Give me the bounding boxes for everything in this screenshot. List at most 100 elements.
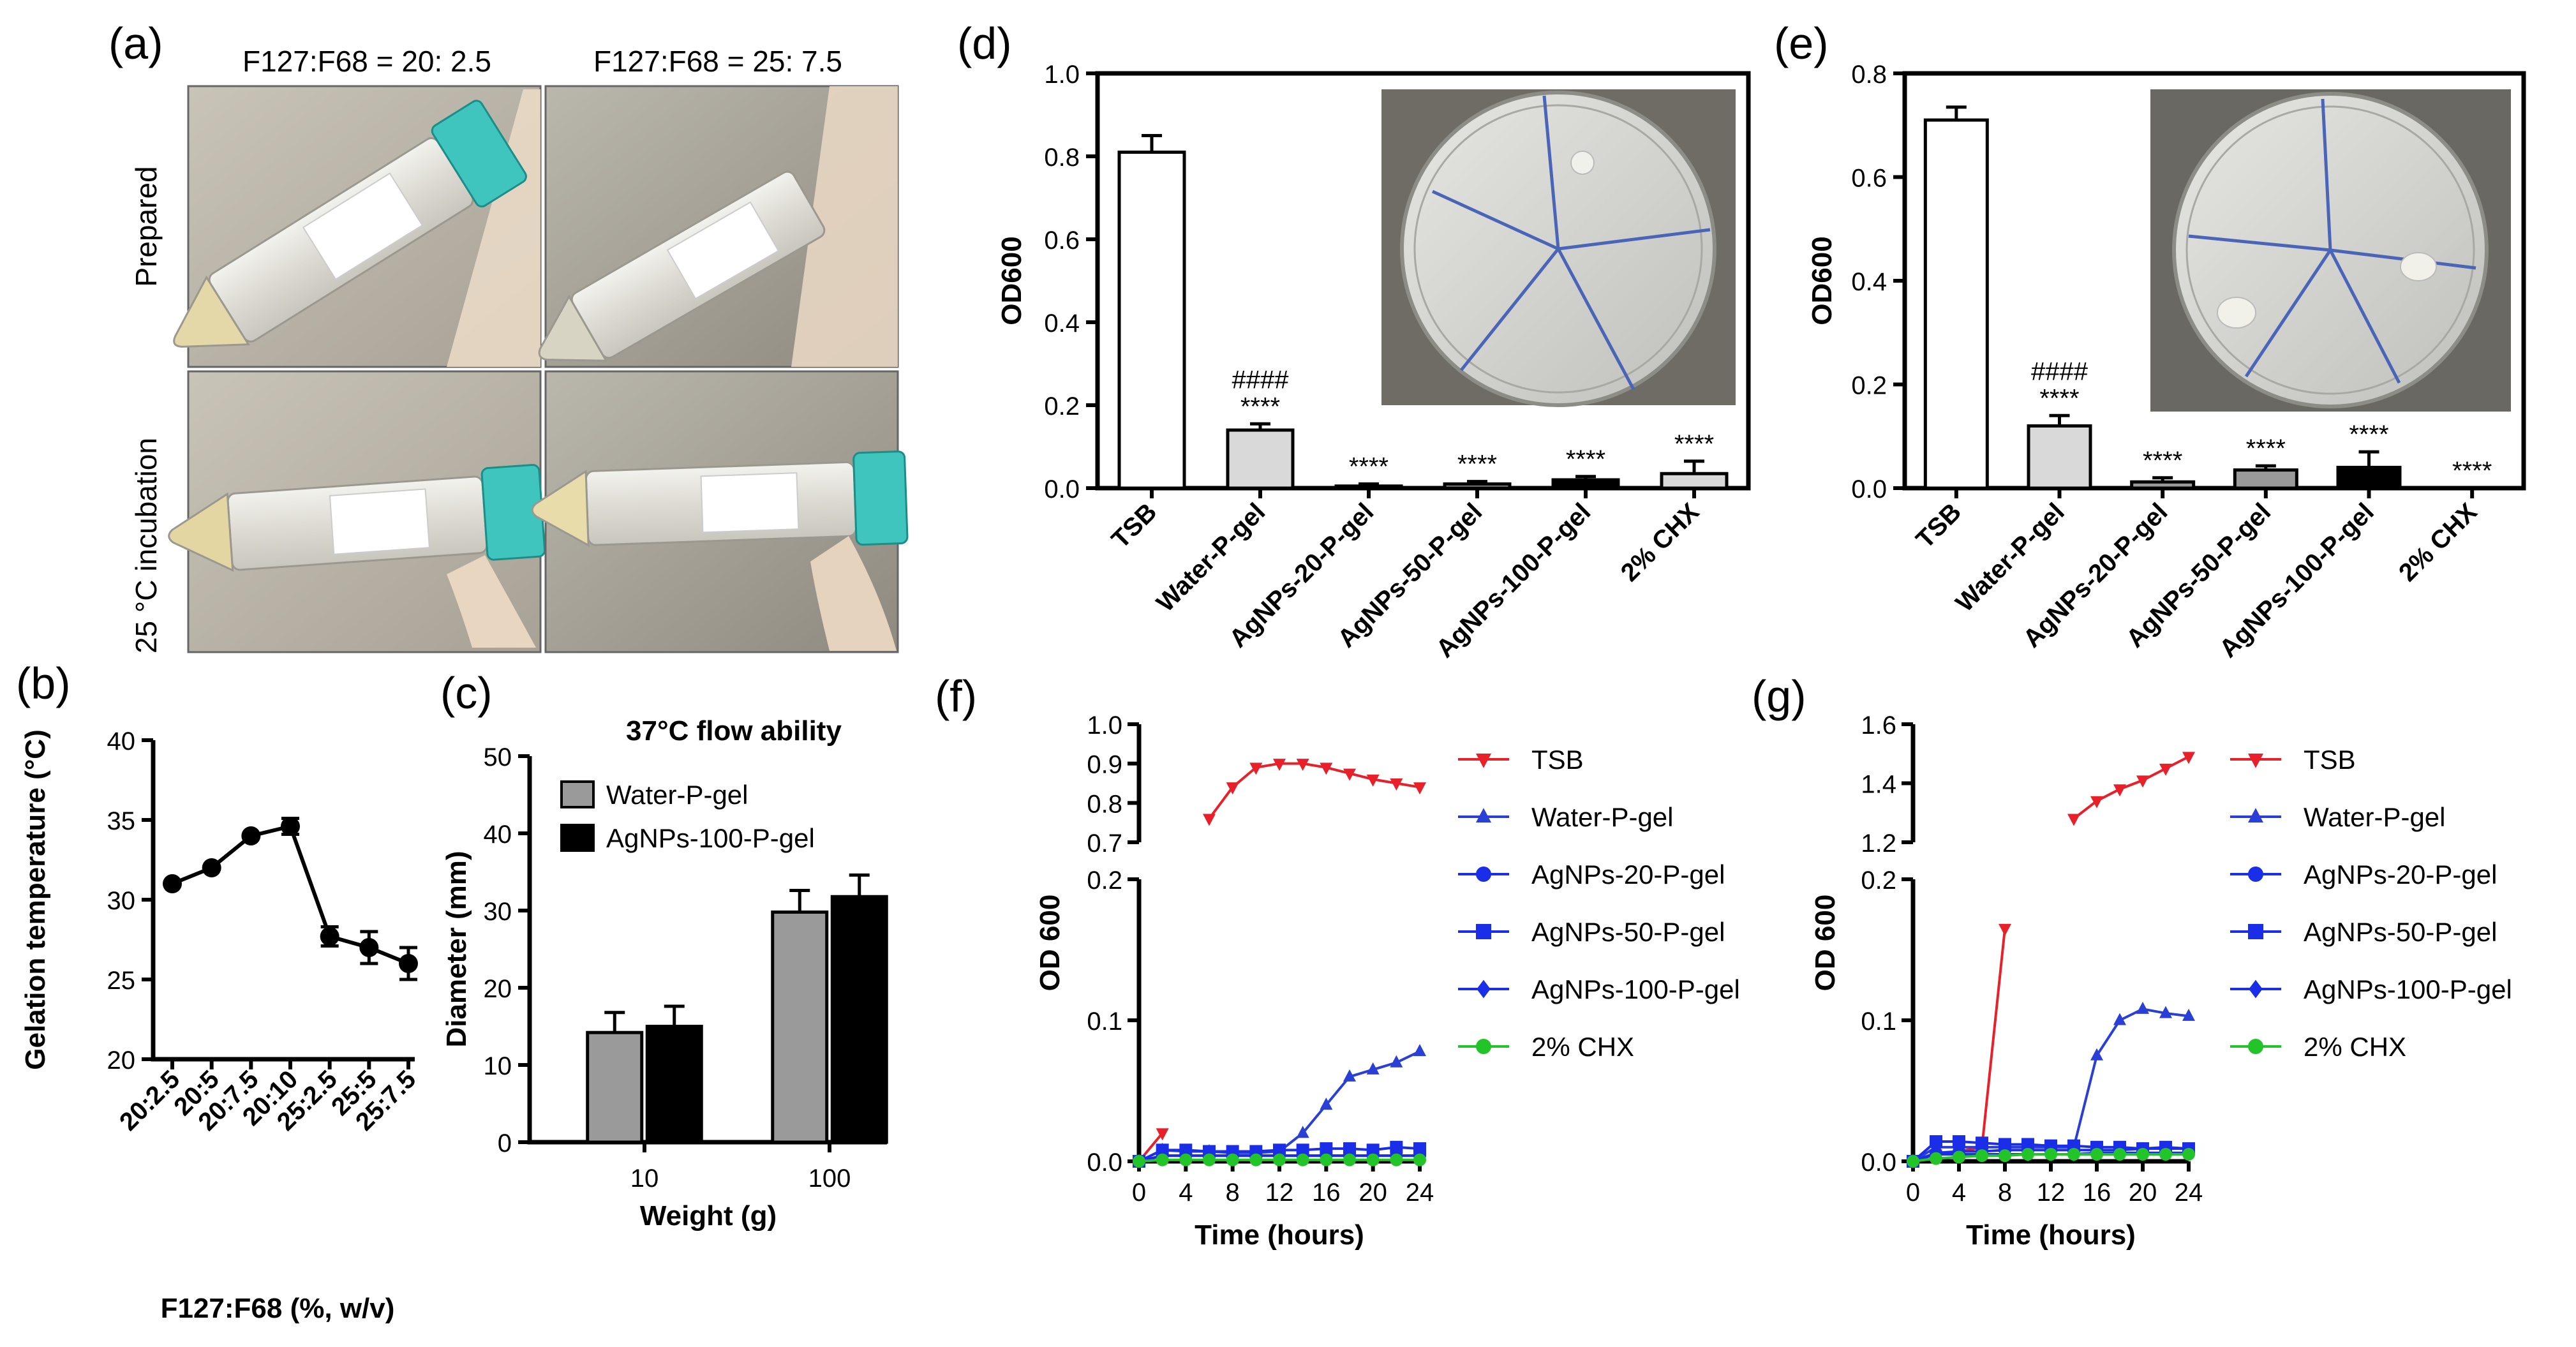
legend-label-f-4: AgNPs-100-P-gel [1531,974,1740,1004]
point-f-0-5 [1249,763,1263,775]
chart-b-gelation-temperature: 202530354020:2.520:520:7.520:1025:2.525:… [20,727,421,1324]
bar-e-1 [2027,424,2092,490]
point-g-5-1 [1930,1152,1942,1165]
ytick-label-e-3: 0.6 [1851,165,1887,193]
annotation-d-2-0: **** [1349,453,1389,481]
point-g-5-3 [1976,1149,1988,1163]
point-b-6 [399,954,418,973]
xtick-label-f-6: 24 [1406,1179,1434,1207]
xtick-label-g-4: 16 [2083,1179,2111,1207]
point-g-1-11 [2159,1006,2172,1018]
xtick-label-c-0: 10 [630,1165,659,1193]
panel-b-label: (b) [16,659,71,708]
bar-d-0 [1117,151,1186,490]
legend-marker-g-0 [2248,754,2263,768]
ytick-up-label-f-0: 0.7 [1087,830,1122,858]
ytick-up-label-f-2: 0.9 [1087,751,1122,779]
bar-d-3 [1443,482,1512,490]
legend-label-f-0: TSB [1531,745,1584,775]
annotation-d-3-0: **** [1457,450,1497,479]
photo-incubated-25-7-5 [531,370,909,653]
point-f-1-7 [1296,1126,1309,1138]
point-b-1 [202,858,221,877]
point-b-4 [320,927,339,946]
panel-e-label: (e) [1774,19,1829,68]
ytick-label-b-2: 30 [107,887,136,915]
point-f-5-2 [1179,1153,1193,1166]
ytick-low-label-f-2: 0.2 [1087,867,1122,895]
photo-incubated-20-2-5 [168,370,546,653]
xtick-label-f-5: 20 [1359,1179,1387,1207]
ytick-low-label-f-0: 0.0 [1087,1149,1122,1177]
bar-d-5 [1660,472,1729,490]
axis-e [1902,71,2526,491]
line-g-0-1 [2073,755,2189,820]
annotation-d-1-1: **** [1240,392,1280,420]
point-f-1-8 [1320,1098,1333,1110]
point-f-0-1 [1156,1128,1169,1141]
legend-label-f-5: 2% CHX [1531,1032,1634,1062]
legend-label-c-1: AgNPs-100-P-gel [606,823,815,853]
axis-d [1095,71,1751,491]
point-g-1-8 [2090,1048,2103,1060]
bar-e-3 [2233,468,2298,490]
chart-c-flow-ability: 0 10 20 30 40 50 10 100 Water-P-gel AgNPs-100-P-g… [441,715,888,1232]
title-c: 37°C flow ability [626,715,842,747]
ytick-label-d-3: 0.6 [1044,227,1080,255]
bar-c-0-1 [645,1025,703,1144]
legend-label-g-5: 2% CHX [2304,1032,2406,1062]
legend-label-g-4: AgNPs-100-P-gel [2304,974,2512,1004]
point-g-5-0 [1907,1155,1919,1168]
point-f-1-12 [1413,1044,1426,1057]
ytick-label-c-2: 20 [484,975,512,1003]
ylabel-d: OD600 [996,236,1027,325]
legend-label-f-3: AgNPs-50-P-gel [1531,917,1725,947]
ytick-label-e-4: 0.8 [1851,61,1887,89]
ylabel-e: OD600 [1806,236,1838,325]
point-f-5-10 [1366,1153,1380,1166]
panel-a: (a) F127:F68 = 20: 2.5 F127:F68 = 25: 7.… [108,19,909,653]
point-f-0-6 [1273,759,1286,771]
col-header-2: F127:F68 = 25: 7.5 [593,45,842,78]
xtick-label-g-2: 8 [1998,1179,2012,1207]
legend-f: TSB Water-P-gel AgNPs-20-P-gel AgNPs-50-P-g… [1458,745,1740,1062]
bar-d-2 [1334,484,1403,490]
legend-label-f-1: Water-P-gel [1531,802,1674,832]
point-f-0-11 [1390,778,1403,791]
legend-marker-f-5 [1476,1039,1491,1054]
ytick-label-c-1: 10 [484,1052,512,1080]
chart-g-growth-curve: 1.2 1.4 1.6 0.0 0.1 0.2 0 4 8 12 16 20 24 OD 600 Time … [1810,711,2203,1251]
xtick-label-g-0: 0 [1906,1179,1920,1207]
point-g-3-1 [1930,1135,1942,1149]
point-f-0-4 [1226,782,1239,795]
point-g-0-11 [2159,763,2172,776]
legend-swatch-c-1 [560,824,595,852]
point-g-3-4 [1999,1138,2011,1151]
annotation-e-2-0: **** [2143,447,2182,475]
ytick-up-label-g-0: 1.2 [1861,830,1896,858]
point-g-0-4 [1999,923,2011,936]
annotation-d-4-0: **** [1566,445,1605,473]
legend-label-g-3: AgNPs-50-P-gel [2304,917,2497,947]
panel-b: (b) 202530354020:2.520:520:7.520:1025:2.… [16,659,421,1324]
legend-swatch-c-0 [560,780,595,808]
point-f-5-11 [1390,1153,1403,1166]
legend-label-g-1: Water-P-gel [2304,802,2446,832]
ytick-label-d-4: 0.8 [1044,144,1080,172]
axis-lower-g [1910,879,2189,1164]
annotation-e-4-0: **** [2349,420,2388,449]
xtick-label-f-2: 8 [1226,1179,1240,1207]
point-f-5-4 [1226,1153,1239,1166]
panel-f-label: (f) [935,671,977,721]
point-g-5-7 [2067,1147,2080,1161]
point-g-5-10 [2136,1147,2149,1161]
legend-marker-f-0 [1476,754,1491,768]
point-f-5-7 [1296,1153,1309,1166]
point-g-0-12 [2182,752,2195,764]
point-f-0-7 [1296,759,1309,771]
xtick-label-g-6: 24 [2175,1179,2203,1207]
xlabel-g: Time (hours) [1966,1219,2136,1251]
ytick-label-e-2: 0.4 [1851,268,1887,296]
row-header-1: Prepared [130,166,163,287]
